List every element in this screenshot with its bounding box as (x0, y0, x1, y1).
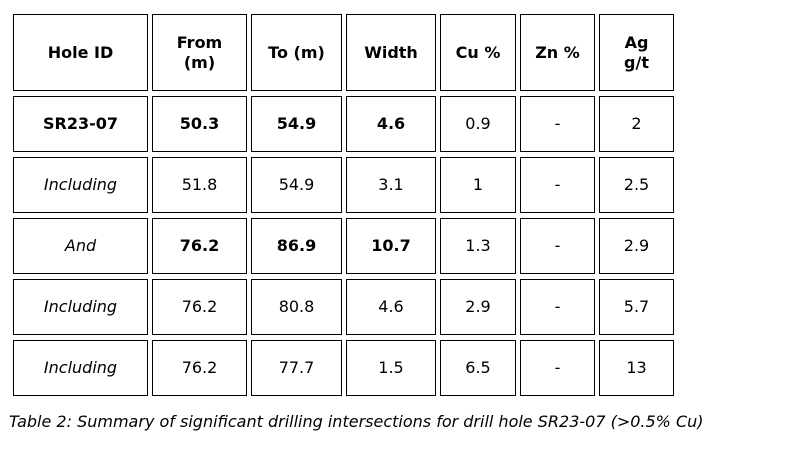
column-header-to-m: To (m) (251, 14, 342, 91)
table-row: Including 76.2 80.8 4.6 2.9-5.7 (13, 279, 674, 335)
value-cell-cu-pct: 0.9 (440, 96, 516, 152)
drill-results-table: Hole ID From (m) To (m) Width Cu % Zn % Ag g/t… (9, 9, 678, 401)
value-cell-width: 4.6 (346, 279, 436, 335)
table-row: And 76.2 86.9 10.7 1.3-2.9 (13, 218, 674, 274)
value-cell-ag-gt: 5.7 (599, 279, 674, 335)
row-label-cell: Including (13, 340, 148, 396)
value-cell-width: 1.5 (346, 340, 436, 396)
row-label-cell: SR23-07 (13, 96, 148, 152)
table-row: SR23-07 50.3 54.9 4.6 0.9-2 (13, 96, 674, 152)
value-cell-zn-pct: - (520, 96, 595, 152)
value-cell-to-m: 86.9 (251, 218, 342, 274)
value-cell-width: 3.1 (346, 157, 436, 213)
value-cell-cu-pct: 1.3 (440, 218, 516, 274)
value-cell-cu-pct: 2.9 (440, 279, 516, 335)
value-cell-from-m: 50.3 (152, 96, 247, 152)
value-cell-to-m: 77.7 (251, 340, 342, 396)
value-cell-zn-pct: - (520, 279, 595, 335)
column-header-cu-pct: Cu % (440, 14, 516, 91)
value-cell-to-m: 54.9 (251, 96, 342, 152)
row-label-cell: Including (13, 157, 148, 213)
value-cell-from-m: 76.2 (152, 279, 247, 335)
value-cell-from-m: 76.2 (152, 340, 247, 396)
value-cell-ag-gt: 2.9 (599, 218, 674, 274)
value-cell-ag-gt: 2.5 (599, 157, 674, 213)
table-row: Including 51.8 54.9 3.1 1-2.5 (13, 157, 674, 213)
table-row: Including 76.2 77.7 1.5 6.5-13 (13, 340, 674, 396)
value-cell-zn-pct: - (520, 157, 595, 213)
value-cell-cu-pct: 6.5 (440, 340, 516, 396)
value-cell-from-m: 51.8 (152, 157, 247, 213)
value-cell-to-m: 54.9 (251, 157, 342, 213)
column-header-from-m: From (m) (152, 14, 247, 91)
value-cell-ag-gt: 13 (599, 340, 674, 396)
table-caption: Table 2: Summary of significant drilling… (9, 412, 704, 431)
value-cell-zn-pct: - (520, 340, 595, 396)
value-cell-cu-pct: 1 (440, 157, 516, 213)
column-header-width: Width (346, 14, 436, 91)
column-header-zn-pct: Zn % (520, 14, 595, 91)
value-cell-from-m: 76.2 (152, 218, 247, 274)
value-cell-width: 10.7 (346, 218, 436, 274)
value-cell-width: 4.6 (346, 96, 436, 152)
column-header-ag-gt: Ag g/t (599, 14, 674, 91)
column-header-hole-id: Hole ID (13, 14, 148, 91)
row-label-cell: Including (13, 279, 148, 335)
value-cell-zn-pct: - (520, 218, 595, 274)
table-header-row: Hole ID From (m) To (m) Width Cu % Zn % Ag g/t (13, 14, 674, 91)
value-cell-to-m: 80.8 (251, 279, 342, 335)
row-label-cell: And (13, 218, 148, 274)
value-cell-ag-gt: 2 (599, 96, 674, 152)
